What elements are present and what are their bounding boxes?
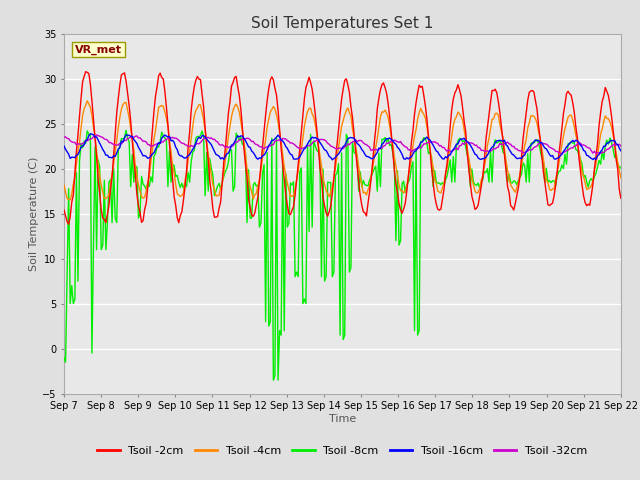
Tsoil -8cm	[255, 224, 263, 230]
Y-axis label: Soil Temperature (C): Soil Temperature (C)	[29, 156, 39, 271]
Tsoil -4cm	[83, 98, 91, 104]
Title: Soil Temperatures Set 1: Soil Temperatures Set 1	[252, 16, 433, 31]
Tsoil -32cm	[558, 151, 566, 156]
Tsoil -32cm	[93, 132, 100, 138]
Text: VR_met: VR_met	[75, 44, 122, 55]
Tsoil -32cm	[228, 144, 236, 149]
Tsoil -4cm	[257, 167, 265, 173]
Tsoil -16cm	[228, 142, 236, 148]
Tsoil -16cm	[86, 131, 94, 137]
Tsoil -8cm	[130, 179, 138, 185]
Legend: Tsoil -2cm, Tsoil -4cm, Tsoil -8cm, Tsoil -16cm, Tsoil -32cm: Tsoil -2cm, Tsoil -4cm, Tsoil -8cm, Tsoi…	[93, 441, 592, 460]
Tsoil -2cm	[617, 195, 625, 201]
Tsoil -32cm	[130, 135, 138, 141]
Tsoil -32cm	[60, 134, 68, 140]
Tsoil -8cm	[122, 128, 130, 133]
Line: Tsoil -8cm: Tsoil -8cm	[64, 131, 621, 380]
Tsoil -2cm	[60, 207, 68, 213]
Line: Tsoil -2cm: Tsoil -2cm	[64, 72, 621, 224]
Tsoil -32cm	[617, 143, 625, 149]
Tsoil -16cm	[328, 157, 336, 163]
Tsoil -4cm	[67, 197, 74, 203]
Tsoil -8cm	[228, 147, 236, 153]
Tsoil -4cm	[617, 175, 625, 180]
Tsoil -16cm	[60, 143, 68, 149]
Tsoil -2cm	[589, 181, 596, 187]
Tsoil -32cm	[246, 137, 254, 143]
Tsoil -16cm	[246, 144, 254, 150]
Tsoil -8cm	[589, 179, 596, 184]
Tsoil -4cm	[248, 189, 255, 195]
Tsoil -16cm	[130, 137, 138, 143]
Tsoil -2cm	[65, 221, 72, 227]
Tsoil -4cm	[229, 108, 237, 113]
Line: Tsoil -32cm: Tsoil -32cm	[64, 135, 621, 154]
Tsoil -2cm	[248, 212, 255, 218]
X-axis label: Time: Time	[329, 414, 356, 424]
Tsoil -2cm	[307, 80, 314, 85]
Tsoil -2cm	[131, 171, 139, 177]
Tsoil -8cm	[269, 377, 277, 383]
Tsoil -4cm	[589, 179, 596, 184]
Tsoil -32cm	[255, 144, 263, 149]
Tsoil -32cm	[305, 143, 313, 149]
Tsoil -8cm	[617, 165, 625, 171]
Tsoil -4cm	[131, 163, 139, 168]
Tsoil -16cm	[305, 138, 313, 144]
Tsoil -8cm	[60, 355, 68, 360]
Tsoil -16cm	[589, 156, 596, 162]
Tsoil -32cm	[589, 150, 596, 156]
Tsoil -2cm	[229, 80, 237, 85]
Line: Tsoil -4cm: Tsoil -4cm	[64, 101, 621, 200]
Tsoil -16cm	[617, 148, 625, 154]
Tsoil -2cm	[257, 162, 265, 168]
Tsoil -2cm	[82, 69, 90, 74]
Tsoil -4cm	[307, 105, 314, 111]
Line: Tsoil -16cm: Tsoil -16cm	[64, 134, 621, 160]
Tsoil -8cm	[246, 215, 254, 221]
Tsoil -16cm	[255, 155, 263, 161]
Tsoil -8cm	[307, 132, 314, 137]
Tsoil -4cm	[60, 182, 68, 188]
